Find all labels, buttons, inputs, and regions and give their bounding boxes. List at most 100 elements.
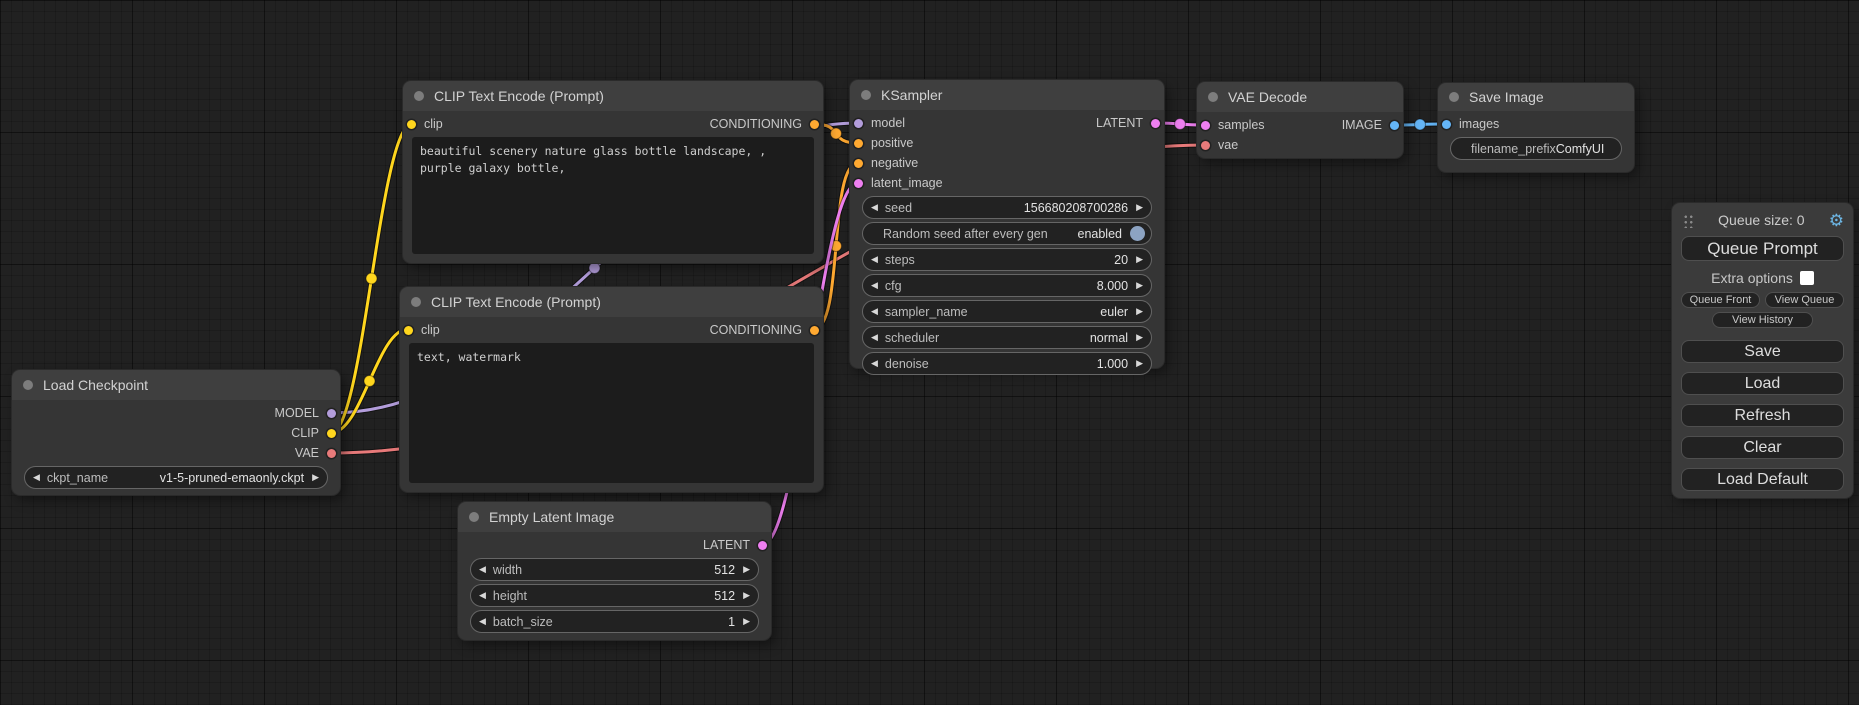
input-slot-images[interactable]: images xyxy=(1438,114,1634,134)
output-slot-vae[interactable]: VAE xyxy=(12,443,340,463)
node-title-bar[interactable]: CLIP Text Encode (Prompt) xyxy=(400,287,823,317)
decrement-arrow-icon[interactable]: ◀ xyxy=(871,332,878,342)
input-label: clip xyxy=(424,117,443,131)
clear-button[interactable]: Clear xyxy=(1681,436,1844,459)
model-output-port-icon[interactable] xyxy=(327,408,336,418)
drag-handle-icon[interactable] xyxy=(1683,212,1694,228)
widget-seed[interactable]: ◀ seed 156680208700286 ▶ xyxy=(862,196,1152,219)
clip-output-port-icon[interactable] xyxy=(327,428,336,438)
conditioning-output-port-icon[interactable] xyxy=(810,325,819,335)
node-title: Empty Latent Image xyxy=(489,509,615,525)
latent-input-port-icon[interactable] xyxy=(854,178,863,188)
input-slot-positive[interactable]: positive xyxy=(850,133,1164,153)
collapse-dot-icon[interactable] xyxy=(23,380,33,390)
decrement-arrow-icon[interactable]: ◀ xyxy=(479,590,486,600)
decrement-arrow-icon[interactable]: ◀ xyxy=(33,472,40,482)
decrement-arrow-icon[interactable]: ◀ xyxy=(871,306,878,316)
widget-ckpt-name[interactable]: ◀ ckpt_name v1-5-pruned-emaonly.ckpt ▶ xyxy=(24,466,328,489)
increment-arrow-icon[interactable]: ▶ xyxy=(1136,306,1143,316)
output-slot-latent[interactable]: LATENT xyxy=(458,535,771,555)
settings-gear-icon[interactable]: ⚙ xyxy=(1828,210,1844,230)
widget-cfg[interactable]: ◀ cfg 8.000 ▶ xyxy=(862,274,1152,297)
collapse-dot-icon[interactable] xyxy=(1208,92,1218,102)
increment-arrow-icon[interactable]: ▶ xyxy=(1136,254,1143,264)
load-button[interactable]: Load xyxy=(1681,372,1844,395)
view-queue-button[interactable]: View Queue xyxy=(1765,292,1844,308)
collapse-dot-icon[interactable] xyxy=(861,90,871,100)
vae-output-port-icon[interactable] xyxy=(327,448,336,458)
node-ksampler[interactable]: KSampler model LATENT positive negative … xyxy=(850,80,1164,375)
widget-random-seed[interactable]: Random seed after every gen enabled xyxy=(862,222,1152,245)
node-title-bar[interactable]: Empty Latent Image xyxy=(458,502,771,532)
queue-front-button[interactable]: Queue Front xyxy=(1681,292,1760,308)
toggle-enabled-icon[interactable] xyxy=(1130,226,1145,241)
collapse-dot-icon[interactable] xyxy=(414,91,424,101)
widget-batch-size[interactable]: ◀ batch_size 1 ▶ xyxy=(470,610,759,633)
conditioning-output-port-icon[interactable] xyxy=(810,119,819,129)
load-default-button[interactable]: Load Default xyxy=(1681,468,1844,491)
node-title-bar[interactable]: CLIP Text Encode (Prompt) xyxy=(403,81,823,111)
decrement-arrow-icon[interactable]: ◀ xyxy=(871,254,878,264)
widget-filename-prefix[interactable]: filename_prefix ComfyUI xyxy=(1450,137,1622,160)
conditioning-input-port-icon[interactable] xyxy=(854,138,863,148)
node-save-image[interactable]: Save Image images filename_prefix ComfyU… xyxy=(1438,83,1634,172)
widget-label: steps xyxy=(884,252,915,267)
node-clip-text-encode-negative[interactable]: CLIP Text Encode (Prompt) clip CONDITION… xyxy=(400,287,823,492)
clip-input-port-icon[interactable] xyxy=(407,119,416,129)
image-input-port-icon[interactable] xyxy=(1442,119,1451,129)
widget-sampler-name[interactable]: ◀ sampler_name euler ▶ xyxy=(862,300,1152,323)
node-vae-decode[interactable]: VAE Decode samples IMAGE vae xyxy=(1197,82,1403,158)
output-slot-clip[interactable]: CLIP xyxy=(12,423,340,443)
decrement-arrow-icon[interactable]: ◀ xyxy=(871,202,878,212)
node-empty-latent-image[interactable]: Empty Latent Image LATENT ◀ width 512 ▶ … xyxy=(458,502,771,640)
increment-arrow-icon[interactable]: ▶ xyxy=(1136,280,1143,290)
latent-output-port-icon[interactable] xyxy=(1151,118,1160,128)
refresh-button[interactable]: Refresh xyxy=(1681,404,1844,427)
node-title-bar[interactable]: Load Checkpoint xyxy=(12,370,340,400)
input-slot-vae[interactable]: vae xyxy=(1197,135,1403,155)
latent-input-port-icon[interactable] xyxy=(1201,120,1210,130)
collapse-dot-icon[interactable] xyxy=(411,297,421,307)
widget-width[interactable]: ◀ width 512 ▶ xyxy=(470,558,759,581)
prompt-textarea[interactable]: text, watermark xyxy=(409,343,814,483)
widget-value: euler xyxy=(1100,304,1129,319)
prompt-textarea[interactable]: beautiful scenery nature glass bottle la… xyxy=(412,137,814,254)
decrement-arrow-icon[interactable]: ◀ xyxy=(871,358,878,368)
decrement-arrow-icon[interactable]: ◀ xyxy=(871,280,878,290)
widget-denoise[interactable]: ◀ denoise 1.000 ▶ xyxy=(862,352,1152,375)
increment-arrow-icon[interactable]: ▶ xyxy=(1136,358,1143,368)
latent-output-port-icon[interactable] xyxy=(758,540,767,550)
decrement-arrow-icon[interactable]: ◀ xyxy=(479,616,486,626)
model-input-port-icon[interactable] xyxy=(854,118,863,128)
increment-arrow-icon[interactable]: ▶ xyxy=(743,590,750,600)
input-slot-latent-image[interactable]: latent_image xyxy=(850,173,1164,193)
collapse-dot-icon[interactable] xyxy=(469,512,479,522)
widget-steps[interactable]: ◀ steps 20 ▶ xyxy=(862,248,1152,271)
image-output-port-icon[interactable] xyxy=(1390,120,1399,130)
decrement-arrow-icon[interactable]: ◀ xyxy=(479,564,486,574)
conditioning-input-port-icon[interactable] xyxy=(854,158,863,168)
increment-arrow-icon[interactable]: ▶ xyxy=(1136,202,1143,212)
output-slot-model[interactable]: MODEL xyxy=(12,403,340,423)
node-title-bar[interactable]: VAE Decode xyxy=(1197,82,1403,112)
node-clip-text-encode-positive[interactable]: CLIP Text Encode (Prompt) clip CONDITION… xyxy=(403,81,823,263)
view-history-button[interactable]: View History xyxy=(1711,312,1814,328)
widget-height[interactable]: ◀ height 512 ▶ xyxy=(470,584,759,607)
increment-arrow-icon[interactable]: ▶ xyxy=(312,472,319,482)
widget-value: ComfyUI xyxy=(1555,141,1605,156)
input-slot-negative[interactable]: negative xyxy=(850,153,1164,173)
vae-input-port-icon[interactable] xyxy=(1201,140,1210,150)
widget-scheduler[interactable]: ◀ scheduler normal ▶ xyxy=(862,326,1152,349)
increment-arrow-icon[interactable]: ▶ xyxy=(743,564,750,574)
queue-prompt-button[interactable]: Queue Prompt xyxy=(1681,236,1844,261)
node-load-checkpoint[interactable]: Load Checkpoint MODEL CLIP VAE ◀ ckpt_na… xyxy=(12,370,340,495)
node-title-bar[interactable]: Save Image xyxy=(1438,83,1634,111)
save-button[interactable]: Save xyxy=(1681,340,1844,363)
increment-arrow-icon[interactable]: ▶ xyxy=(1136,332,1143,342)
clip-input-port-icon[interactable] xyxy=(404,325,413,335)
collapse-dot-icon[interactable] xyxy=(1449,92,1459,102)
extra-options-checkbox[interactable] xyxy=(1799,271,1814,285)
increment-arrow-icon[interactable]: ▶ xyxy=(743,616,750,626)
node-title-bar[interactable]: KSampler xyxy=(850,80,1164,110)
